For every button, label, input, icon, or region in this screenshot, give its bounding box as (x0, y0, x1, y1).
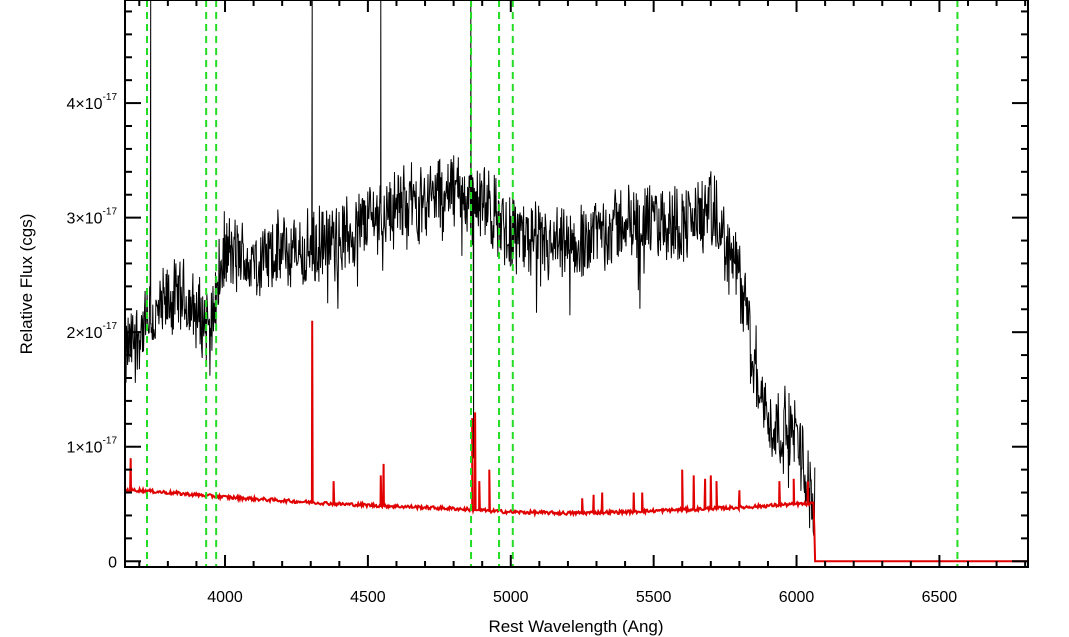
y-tick-label: 0 (108, 554, 117, 571)
x-axis-title: Rest Wavelength (Ang) (488, 617, 663, 636)
sky-model-line (125, 320, 1028, 563)
x-tick-label: 6000 (779, 589, 815, 606)
x-tick-label: 4500 (350, 589, 386, 606)
y-axis-title: Relative Flux (cgs) (17, 214, 36, 355)
y-tick-label: 4×10-17 (67, 92, 118, 113)
x-tick-label: 4000 (207, 589, 243, 606)
x-tick-label: 6500 (922, 589, 958, 606)
y-tick-label: 3×10-17 (67, 207, 118, 228)
y-tick-label: 1×10-17 (67, 436, 118, 457)
axes: 4000 4500 5000 5500 6000 6500 0 1×10-17 2×10-17 3… (67, 0, 1029, 606)
y-tick-label: 2×10-17 (67, 321, 118, 342)
plot-area (125, 0, 1028, 567)
plot-frame (124, 0, 1029, 568)
x-tick-label: 5500 (636, 589, 672, 606)
spectrum-line (125, 0, 816, 538)
x-tick-label: 5000 (493, 589, 529, 606)
